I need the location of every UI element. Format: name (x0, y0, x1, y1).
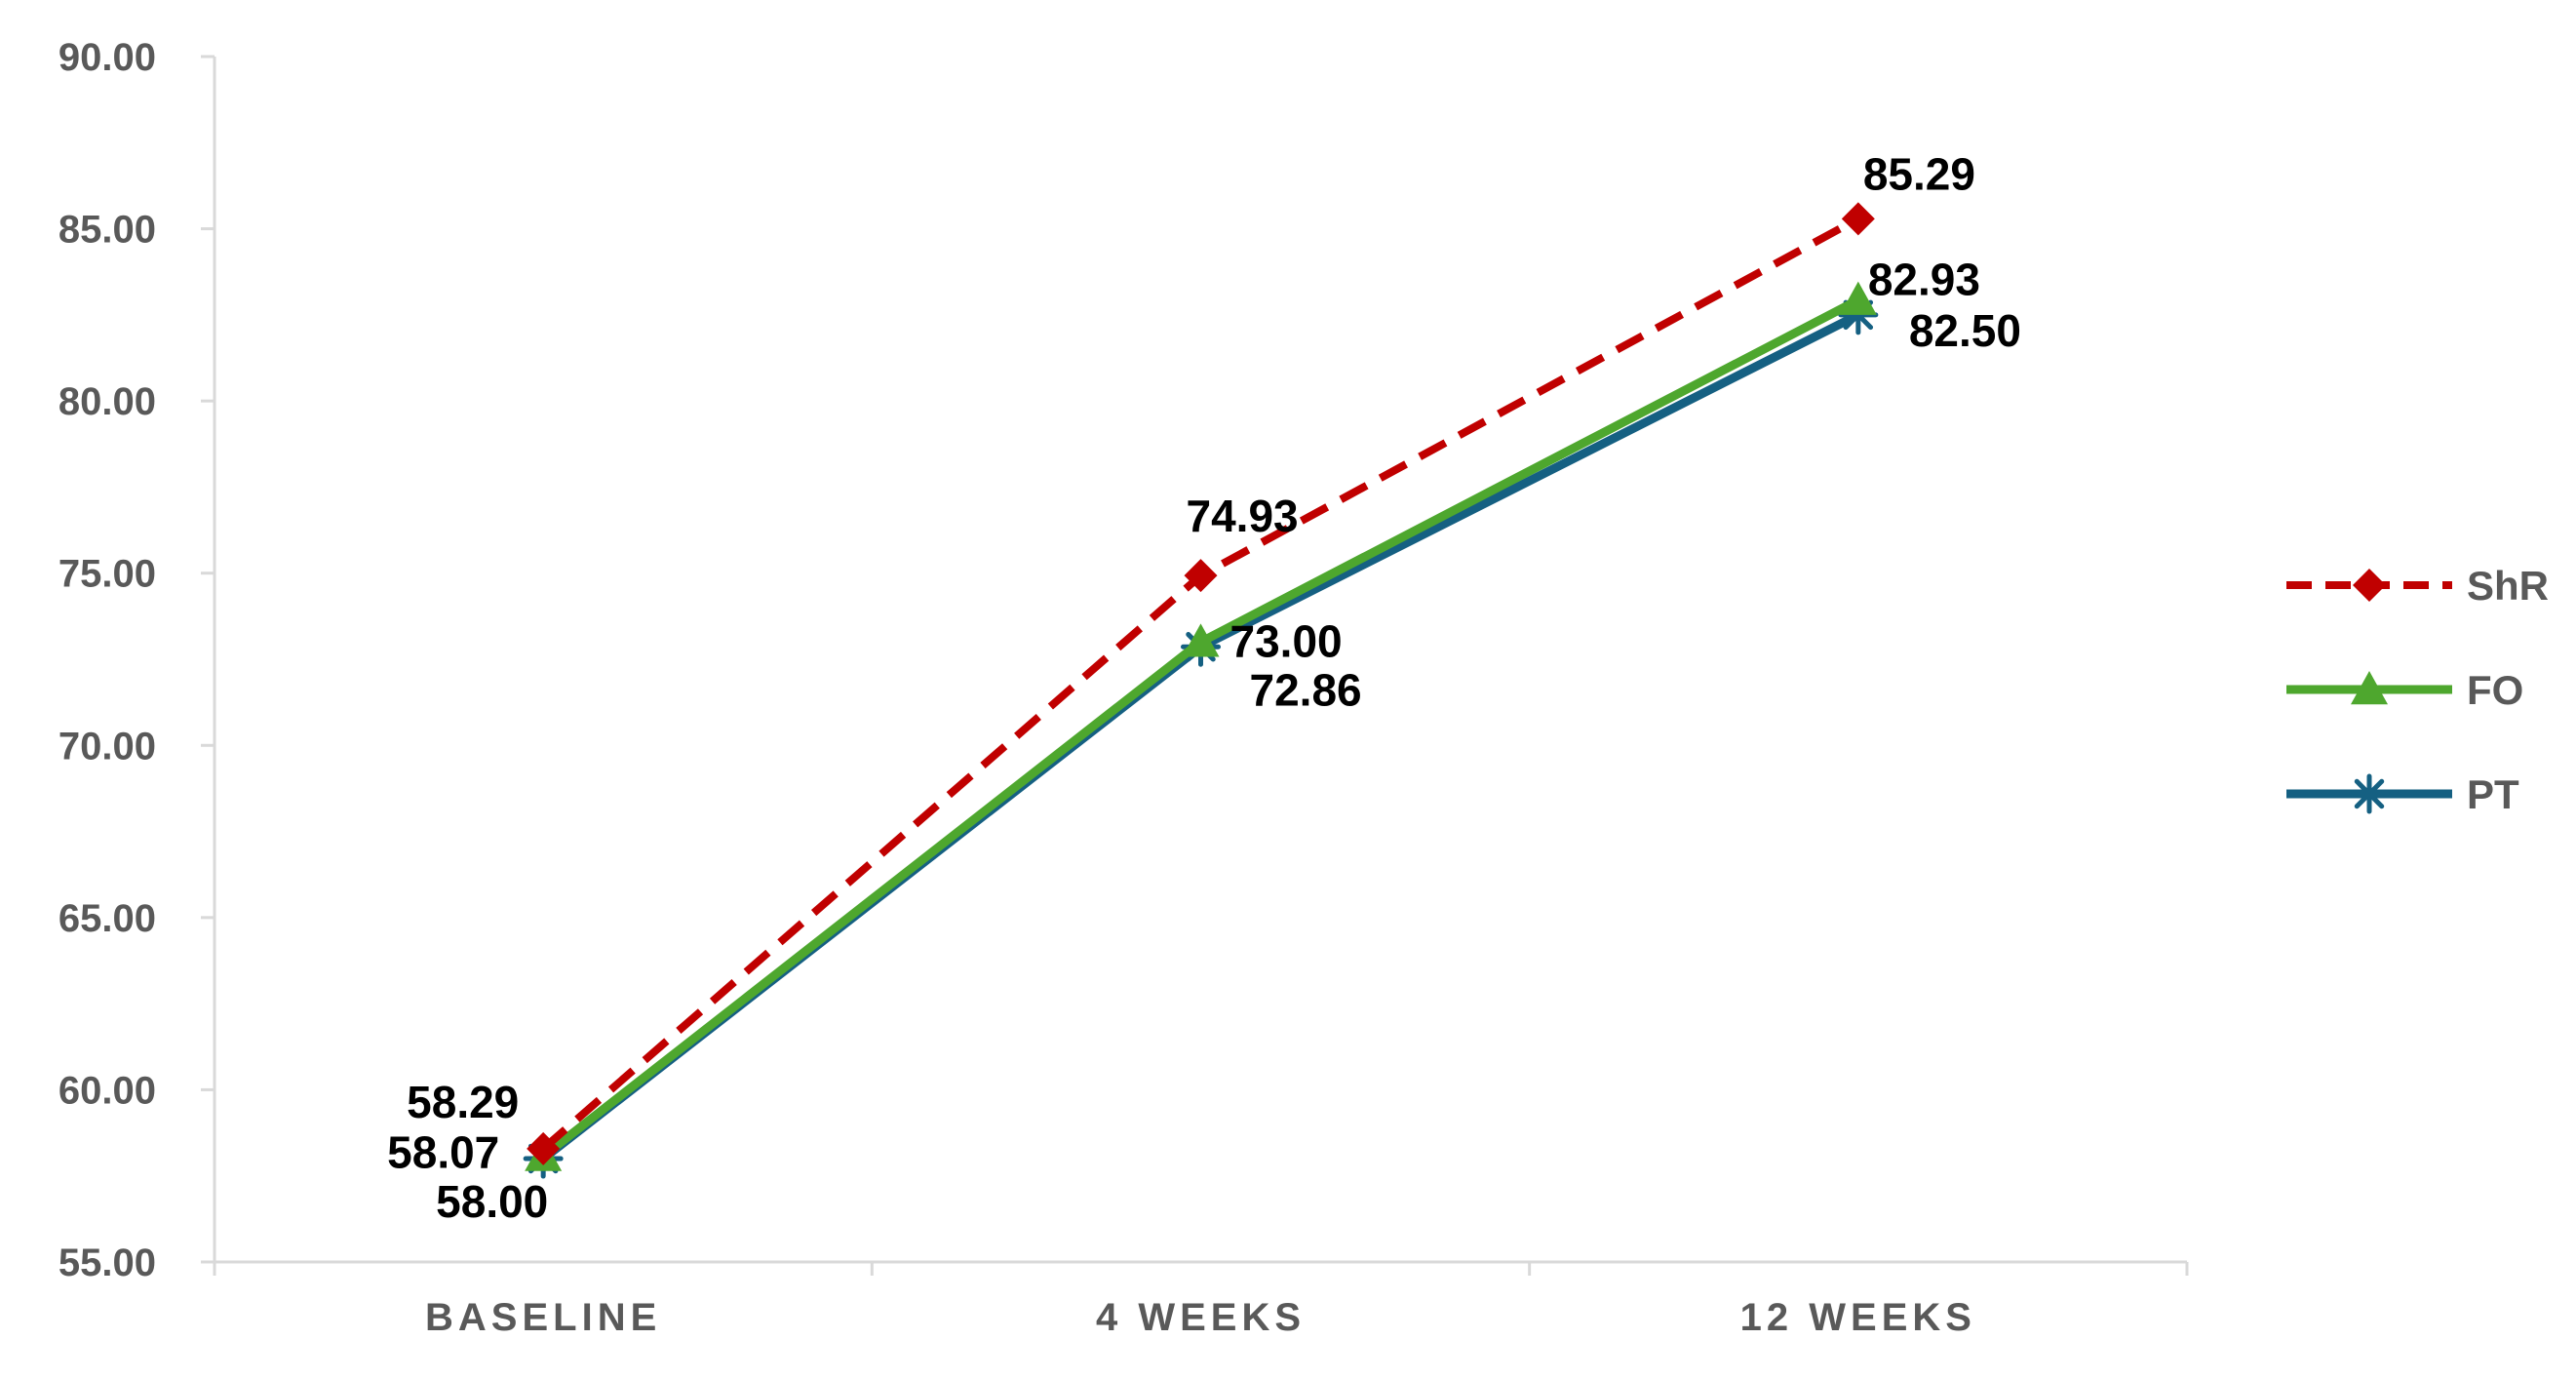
data-label-fo: 82.93 (1868, 255, 1980, 305)
y-tick-label: 60.00 (59, 1069, 156, 1112)
chart-data-labels: 58.29 74.93 85.29 58.07 73.00 82.93 58.00 72.86… (387, 148, 2021, 1227)
legend-label-fo: FO (2467, 667, 2523, 713)
y-tick-label: 75.00 (59, 553, 156, 596)
data-label-fo: 73.00 (1230, 615, 1343, 666)
data-label-pt: 58.00 (436, 1176, 548, 1227)
data-label-pt: 82.50 (1909, 305, 2021, 356)
data-point-fo (1182, 623, 1220, 657)
y-tick-label: 80.00 (59, 380, 156, 423)
chart-series (523, 202, 1879, 1179)
data-point-shr (527, 1131, 561, 1165)
x-tick-label: 4 WEEKS (1096, 1296, 1306, 1339)
chart-legend: ShR FO PT (2286, 563, 2549, 817)
x-tick-label: 12 WEEKS (1740, 1296, 1976, 1339)
legend-label-shr: ShR (2467, 563, 2549, 609)
series-line-pt (540, 310, 1860, 1162)
y-tick-label: 55.00 (59, 1241, 156, 1284)
y-tick-label: 85.00 (59, 209, 156, 252)
y-tick-label: 65.00 (59, 897, 156, 940)
series-line-fo (540, 296, 1860, 1161)
chart-axes: 55.00 60.00 65.00 70.00 75.00 80.00 85.00 90.00… (59, 36, 2189, 1339)
data-point-shr (1184, 559, 1218, 593)
legend-marker-shr (2353, 569, 2386, 602)
data-point-fo (1839, 281, 1877, 315)
data-label-shr: 74.93 (1187, 491, 1299, 541)
legend-marker-fo (2351, 671, 2388, 705)
data-label-fo: 58.07 (387, 1127, 499, 1178)
y-tick-label: 90.00 (59, 36, 156, 79)
legend-label-pt: PT (2467, 771, 2519, 817)
data-label-shr: 85.29 (1863, 148, 1975, 199)
data-label-pt: 72.86 (1250, 664, 1362, 715)
data-label-shr: 58.29 (407, 1077, 519, 1127)
y-tick-label: 70.00 (59, 725, 156, 768)
data-point-shr (1841, 202, 1875, 236)
x-tick-label: BASELINE (425, 1296, 661, 1339)
legend-marker-pt (2349, 773, 2390, 814)
